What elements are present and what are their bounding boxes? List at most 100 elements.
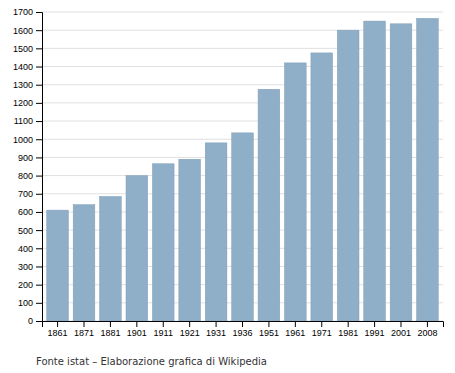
footnote: Fonte istat – Elaborazione grafica di Wi… bbox=[36, 356, 267, 367]
bar bbox=[152, 164, 174, 321]
x-tick-label: 2008 bbox=[417, 328, 437, 338]
y-tick-label: 300 bbox=[18, 262, 33, 272]
x-tick-mark bbox=[427, 321, 428, 327]
x-tick: 1951 bbox=[259, 321, 279, 338]
y-tick: 400 bbox=[18, 244, 42, 254]
y-tick-mark bbox=[36, 303, 42, 304]
y-tick-mark bbox=[36, 230, 42, 231]
y-tick: 1300 bbox=[13, 80, 42, 90]
bar bbox=[311, 53, 333, 321]
y-tick-label: 400 bbox=[18, 244, 33, 254]
bar bbox=[100, 196, 122, 321]
x-tick-mark bbox=[216, 321, 217, 327]
x-tick: 1981 bbox=[338, 321, 358, 338]
y-tick-label: 1100 bbox=[14, 116, 33, 126]
x-tick: 2008 bbox=[417, 321, 437, 338]
y-tick-label: 1400 bbox=[13, 62, 33, 72]
grid-line bbox=[42, 12, 443, 13]
x-axis-line bbox=[43, 322, 444, 328]
y-tick-mark bbox=[36, 157, 42, 158]
y-tick-label: 900 bbox=[18, 153, 33, 163]
y-axis: 0100200300400500600700800900100011001200… bbox=[13, 7, 43, 326]
x-tick: 1901 bbox=[127, 321, 147, 338]
y-tick-mark bbox=[36, 30, 42, 31]
bar bbox=[258, 89, 280, 321]
bar bbox=[179, 159, 201, 321]
x-tick: 1971 bbox=[312, 321, 332, 338]
y-tick: 1400 bbox=[13, 62, 42, 72]
x-tick-label: 1881 bbox=[100, 328, 120, 338]
x-tick-label: 1871 bbox=[74, 328, 94, 338]
y-tick-mark bbox=[36, 67, 42, 68]
bar bbox=[390, 24, 412, 321]
x-tick: 1921 bbox=[180, 321, 200, 338]
y-tick: 1000 bbox=[13, 135, 42, 145]
x-tick-mark bbox=[110, 321, 111, 327]
y-tick-label: 1600 bbox=[13, 26, 33, 36]
y-tick: 1500 bbox=[13, 44, 42, 54]
bar bbox=[417, 18, 439, 321]
y-tick-label: 100 bbox=[18, 298, 33, 308]
x-axis: 1861187118811901191119211931193619511961… bbox=[43, 321, 444, 338]
bar bbox=[47, 210, 69, 321]
x-tick-mark bbox=[295, 321, 296, 327]
bar bbox=[364, 21, 386, 321]
y-tick: 800 bbox=[18, 171, 42, 181]
y-tick: 1200 bbox=[13, 98, 42, 108]
x-tick: 1911 bbox=[154, 321, 173, 338]
y-tick-mark bbox=[36, 194, 42, 195]
x-tick: 2001 bbox=[391, 321, 411, 338]
y-tick: 100 bbox=[18, 298, 42, 308]
y-tick-mark bbox=[36, 139, 42, 140]
x-tick-label: 1931 bbox=[206, 328, 226, 338]
x-tick-mark bbox=[268, 321, 269, 327]
y-tick-label: 1000 bbox=[13, 135, 33, 145]
y-tick: 0 bbox=[28, 316, 42, 326]
x-tick: 1881 bbox=[100, 321, 120, 338]
x-tick: 1936 bbox=[232, 321, 252, 338]
y-tick: 300 bbox=[18, 262, 42, 272]
bar bbox=[126, 176, 148, 321]
x-tick-mark bbox=[242, 321, 243, 327]
y-tick: 1600 bbox=[13, 26, 42, 36]
bar bbox=[337, 30, 359, 321]
x-tick-label: 1861 bbox=[48, 328, 68, 338]
x-tick-label: 1951 bbox=[259, 328, 279, 338]
bar bbox=[205, 143, 227, 321]
y-tick-label: 500 bbox=[18, 225, 33, 235]
x-tick-label: 1991 bbox=[365, 328, 385, 338]
x-tick-label: 1911 bbox=[154, 328, 173, 338]
grid bbox=[42, 12, 443, 321]
x-tick-mark bbox=[57, 321, 58, 327]
x-tick-label: 2001 bbox=[391, 328, 411, 338]
x-tick-mark bbox=[348, 321, 349, 327]
y-tick-label: 800 bbox=[18, 171, 33, 181]
bar bbox=[232, 133, 254, 321]
y-tick-label: 1300 bbox=[13, 80, 33, 90]
x-tick-label: 1921 bbox=[180, 328, 200, 338]
x-tick: 1931 bbox=[206, 321, 226, 338]
y-tick-mark bbox=[36, 266, 42, 267]
y-tick: 700 bbox=[18, 189, 42, 199]
y-tick-mark bbox=[36, 321, 42, 322]
y-tick-mark bbox=[36, 12, 42, 13]
x-tick-mark bbox=[400, 321, 401, 327]
y-axis-line bbox=[36, 13, 43, 322]
x-tick: 1871 bbox=[74, 321, 94, 338]
y-tick-mark bbox=[36, 176, 42, 177]
x-tick: 1861 bbox=[48, 321, 68, 338]
y-tick-mark bbox=[36, 48, 42, 49]
y-tick: 1700 bbox=[13, 7, 42, 17]
x-tick-mark bbox=[321, 321, 322, 327]
y-tick-mark bbox=[36, 103, 42, 104]
y-tick-label: 700 bbox=[18, 189, 33, 199]
x-tick: 1991 bbox=[365, 321, 385, 338]
y-tick: 900 bbox=[18, 153, 42, 163]
y-tick-mark bbox=[36, 285, 42, 286]
y-tick-label: 1700 bbox=[13, 7, 33, 17]
x-tick-mark bbox=[163, 321, 164, 327]
x-tick-label: 1901 bbox=[127, 328, 147, 338]
x-tick-label: 1981 bbox=[338, 328, 358, 338]
y-tick: 1100 bbox=[14, 116, 42, 126]
y-tick: 500 bbox=[18, 225, 42, 235]
